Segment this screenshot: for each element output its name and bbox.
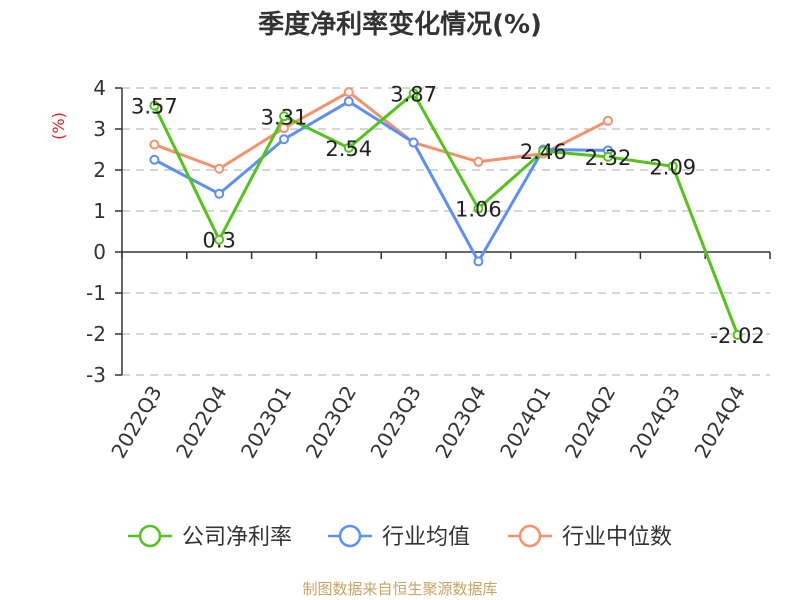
y-tick-label: 1 [93,199,106,223]
legend-swatch-marker [138,524,162,548]
data-label: 2.09 [649,155,696,179]
chart-title: 季度净利率变化情况(%) [258,10,542,40]
data-point [214,163,225,174]
y-tick-label: 4 [93,76,106,100]
data-point [473,256,484,267]
data-point [538,146,549,157]
legend: 公司净利率 行业均值 行业中位数 [128,524,672,550]
data-point [667,161,678,172]
data-label: 2.32 [585,146,632,170]
data-point [214,234,225,245]
y-tick-label: 3 [93,117,106,141]
data-label: 3.87 [390,82,437,106]
data-point [149,100,160,111]
y-tick-label: 2 [93,158,106,182]
source-note: 制图数据来自恒生聚源数据库 [302,580,498,598]
data-labels: 3.57 0.3 3.31 2.54 3.87 1.06 2.46 2.32 2.09 -2.02 [131,82,765,347]
x-tick-label: 2024Q2 [560,382,620,463]
series-line [153,90,609,171]
y-tick-label: 0 [93,240,106,264]
legend-swatch-marker [518,524,542,548]
legend-swatch-marker [338,524,362,548]
legend-item[interactable]: 行业中位数 [508,524,672,550]
data-label: 2.54 [325,137,372,161]
y-tick-label: -2 [86,322,106,346]
data-point [408,137,419,148]
data-point [343,142,354,153]
data-point [408,88,419,99]
data-point [732,329,743,340]
y-tick-labels: 4 3 2 1 0 -1 -2 -3 [86,76,106,387]
data-point [279,134,289,145]
data-label: 1.06 [455,198,502,222]
data-label: 3.57 [131,95,178,119]
x-tick-label: 2023Q1 [236,382,296,463]
data-point [279,111,289,122]
legend-label: 行业中位数 [562,525,672,550]
data-label: 3.31 [261,105,308,129]
data-label: 0.3 [202,229,235,253]
x-tick-label: 2022Q3 [106,382,166,463]
x-tick-label: 2023Q3 [365,382,425,463]
legend-label: 行业均值 [382,525,470,550]
series-lines [153,90,740,336]
data-point [279,123,289,134]
x-tick-label: 2024Q4 [689,382,749,463]
data-point [473,203,484,214]
axes [115,87,771,376]
y-axis-label: (%) [49,112,68,140]
series-points [149,87,743,340]
data-point [473,156,484,167]
data-point [343,87,354,98]
data-point [603,151,613,162]
data-point [214,188,225,199]
data-point [149,139,160,150]
legend-item[interactable]: 行业均值 [328,524,470,550]
legend-label: 公司净利率 [182,525,292,550]
data-point [603,115,613,126]
data-label: -2.02 [710,324,764,348]
x-tick-labels: 2022Q3 2022Q4 2023Q1 2023Q2 2023Q3 2023Q4 2024… [106,382,750,463]
x-tick-label: 2024Q1 [495,382,555,463]
y-tick-label: -3 [86,363,106,387]
x-tick-label: 2024Q3 [625,382,685,463]
data-point [343,96,354,107]
data-point [149,154,160,165]
y-tick-label: -1 [86,281,106,305]
x-tick-label: 2023Q4 [430,382,490,463]
x-tick-label: 2023Q2 [301,382,361,463]
series-line [153,91,740,336]
data-label: 2.46 [520,140,567,164]
legend-item[interactable]: 公司净利率 [128,524,292,550]
gridlines [122,87,770,376]
x-tick-label: 2022Q4 [171,382,231,463]
